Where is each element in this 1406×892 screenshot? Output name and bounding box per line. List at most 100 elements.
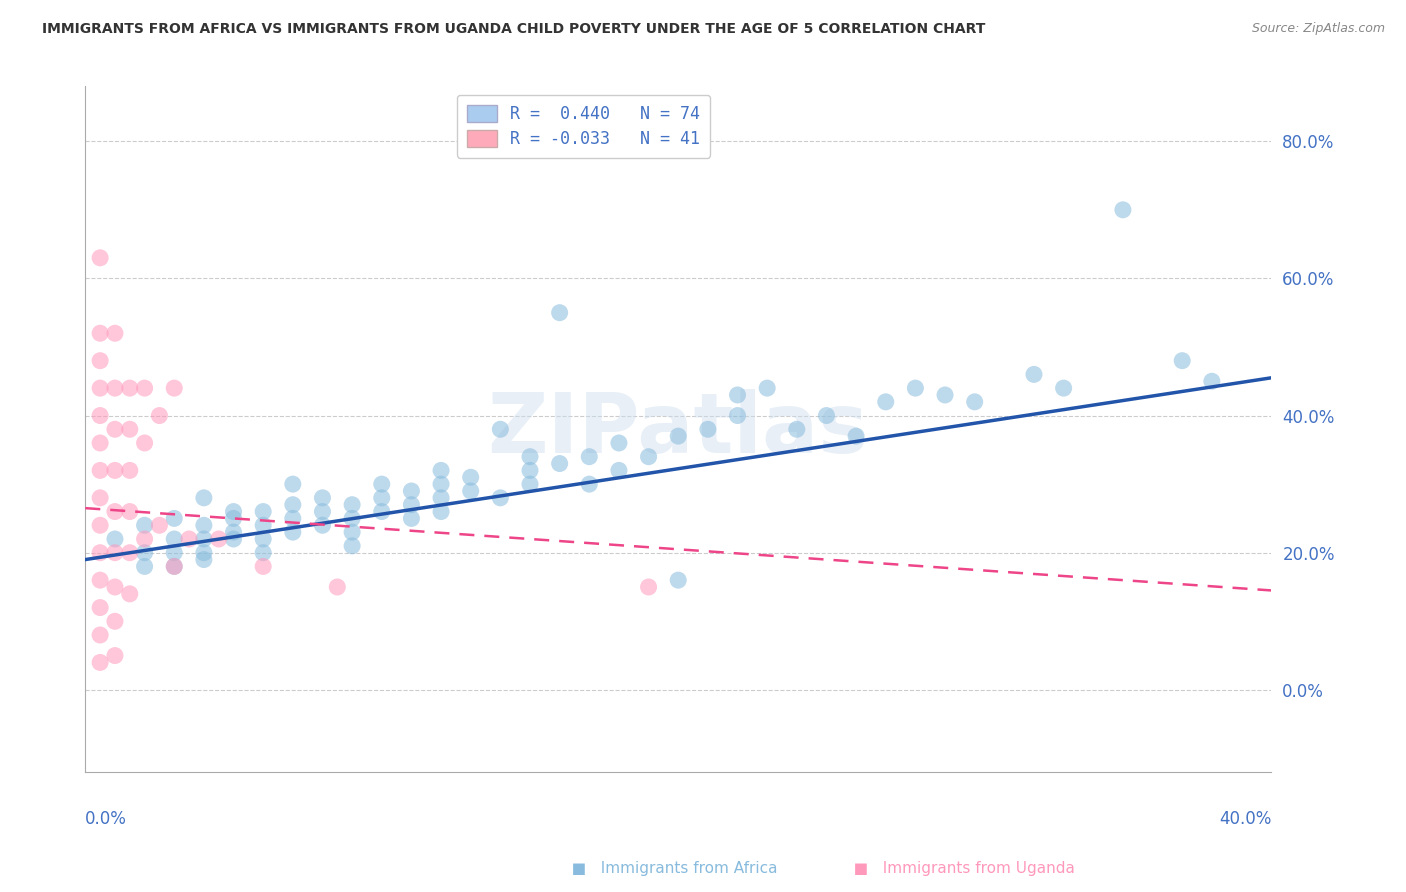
Point — [177, 532, 200, 546]
Point — [904, 381, 927, 395]
Point — [1052, 381, 1074, 395]
Point — [786, 422, 808, 436]
Point — [281, 498, 304, 512]
Point — [89, 381, 111, 395]
Text: ■   Immigrants from Africa: ■ Immigrants from Africa — [562, 861, 778, 876]
Point — [607, 463, 630, 477]
Point — [104, 532, 127, 546]
Legend: R =  0.440   N = 74, R = -0.033   N = 41: R = 0.440 N = 74, R = -0.033 N = 41 — [457, 95, 710, 158]
Point — [607, 436, 630, 450]
Point — [222, 511, 245, 525]
Point — [104, 580, 127, 594]
Point — [134, 518, 156, 533]
Point — [148, 409, 170, 423]
Point — [118, 381, 141, 395]
Point — [208, 532, 231, 546]
Point — [430, 504, 453, 518]
Point — [756, 381, 779, 395]
Point — [875, 394, 897, 409]
Point — [934, 388, 956, 402]
Point — [637, 580, 659, 594]
Point — [340, 525, 363, 540]
Point — [89, 326, 111, 341]
Point — [519, 477, 541, 491]
Point — [252, 546, 274, 560]
Point — [845, 429, 868, 443]
Point — [193, 532, 215, 546]
Point — [89, 600, 111, 615]
Point — [89, 518, 111, 533]
Point — [281, 525, 304, 540]
Point — [727, 409, 749, 423]
Point — [163, 559, 186, 574]
Point — [666, 573, 689, 587]
Point — [89, 656, 111, 670]
Point — [401, 483, 423, 498]
Point — [727, 388, 749, 402]
Text: 0.0%: 0.0% — [86, 810, 127, 828]
Point — [134, 381, 156, 395]
Point — [89, 353, 111, 368]
Point — [134, 436, 156, 450]
Text: 40.0%: 40.0% — [1219, 810, 1271, 828]
Point — [489, 491, 512, 505]
Point — [118, 587, 141, 601]
Point — [104, 422, 127, 436]
Point — [118, 504, 141, 518]
Point — [548, 306, 571, 320]
Point — [666, 429, 689, 443]
Point — [89, 573, 111, 587]
Point — [489, 422, 512, 436]
Point — [104, 615, 127, 629]
Text: Source: ZipAtlas.com: Source: ZipAtlas.com — [1251, 22, 1385, 36]
Point — [460, 483, 482, 498]
Point — [163, 532, 186, 546]
Point — [371, 504, 394, 518]
Point — [460, 470, 482, 484]
Point — [281, 477, 304, 491]
Point — [281, 511, 304, 525]
Point — [163, 511, 186, 525]
Point — [89, 546, 111, 560]
Text: ZIPatlas: ZIPatlas — [488, 389, 869, 470]
Point — [1112, 202, 1135, 217]
Point — [430, 491, 453, 505]
Point — [89, 628, 111, 642]
Point — [1201, 374, 1223, 388]
Point — [311, 491, 333, 505]
Point — [89, 409, 111, 423]
Point — [578, 450, 600, 464]
Point — [401, 498, 423, 512]
Point — [252, 532, 274, 546]
Point — [193, 546, 215, 560]
Point — [815, 409, 838, 423]
Point — [134, 546, 156, 560]
Point — [578, 477, 600, 491]
Point — [326, 580, 349, 594]
Point — [430, 463, 453, 477]
Point — [252, 518, 274, 533]
Point — [519, 463, 541, 477]
Point — [1171, 353, 1194, 368]
Point — [371, 477, 394, 491]
Point — [89, 251, 111, 265]
Point — [311, 518, 333, 533]
Point — [118, 546, 141, 560]
Point — [371, 491, 394, 505]
Point — [89, 463, 111, 477]
Point — [222, 504, 245, 518]
Point — [104, 546, 127, 560]
Point — [148, 518, 170, 533]
Point — [104, 504, 127, 518]
Point — [89, 436, 111, 450]
Point — [696, 422, 718, 436]
Point — [163, 559, 186, 574]
Point — [311, 504, 333, 518]
Point — [340, 498, 363, 512]
Point — [401, 511, 423, 525]
Point — [134, 532, 156, 546]
Text: ■   Immigrants from Uganda: ■ Immigrants from Uganda — [844, 861, 1074, 876]
Point — [193, 491, 215, 505]
Point — [193, 552, 215, 566]
Text: IMMIGRANTS FROM AFRICA VS IMMIGRANTS FROM UGANDA CHILD POVERTY UNDER THE AGE OF : IMMIGRANTS FROM AFRICA VS IMMIGRANTS FRO… — [42, 22, 986, 37]
